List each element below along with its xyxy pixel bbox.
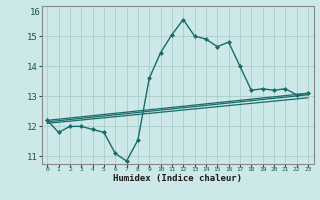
X-axis label: Humidex (Indice chaleur): Humidex (Indice chaleur) [113,174,242,183]
Text: 16: 16 [30,8,41,17]
